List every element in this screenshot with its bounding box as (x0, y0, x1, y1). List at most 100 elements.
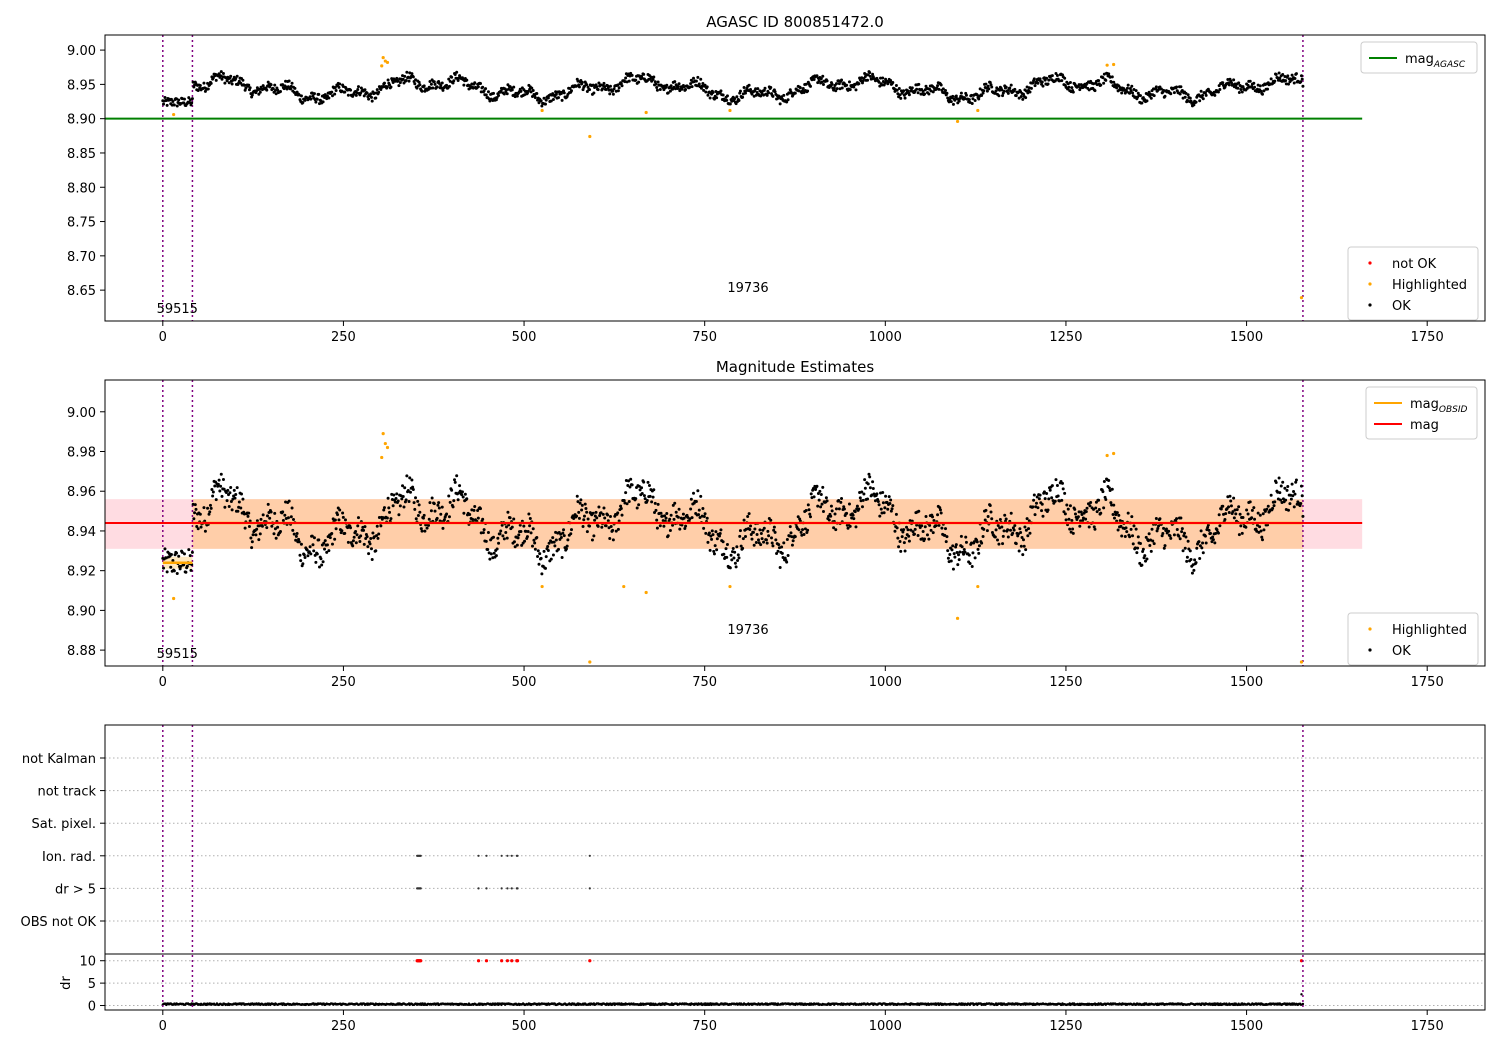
y-tick-label: 8.70 (67, 250, 96, 265)
ok-point (346, 93, 350, 97)
ok-point (382, 508, 386, 512)
ok-point (233, 496, 237, 500)
ok-point (854, 88, 858, 92)
ok-point (1218, 87, 1222, 91)
legend-label-subscript: OBSID (1439, 405, 1468, 415)
ok-point (957, 553, 961, 557)
ok-point (791, 539, 795, 543)
ok-point (544, 98, 548, 102)
ok-point (221, 478, 225, 482)
ok-point (1111, 513, 1115, 517)
ok-point (1194, 561, 1198, 565)
ok-point (1062, 510, 1066, 514)
ok-point (302, 553, 306, 557)
ok-point (299, 94, 303, 98)
ok-point (515, 94, 519, 98)
dr-point (1300, 993, 1303, 996)
dr-outlier-point (476, 959, 481, 963)
ok-point (668, 517, 672, 521)
ok-point (735, 545, 739, 549)
ok-point (674, 510, 678, 514)
ok-point (957, 558, 961, 562)
ok-point (337, 518, 341, 522)
ok-point (243, 526, 247, 530)
ok-point (1281, 497, 1285, 501)
dr-outlier-point (510, 959, 514, 963)
ok-point (986, 84, 990, 88)
flag-point (588, 887, 591, 890)
ok-point (809, 492, 813, 496)
ok-point (970, 541, 974, 545)
ok-point (595, 516, 599, 520)
ok-point (1008, 528, 1012, 532)
ok-point (1194, 100, 1198, 104)
ok-point (1034, 501, 1038, 505)
ok-point (1132, 524, 1136, 528)
ok-point (851, 513, 855, 517)
ok-point (990, 85, 994, 89)
ok-point (1195, 546, 1199, 550)
ok-point (196, 527, 200, 531)
ok-point (1045, 491, 1049, 495)
ok-point (234, 493, 238, 497)
ok-point (702, 88, 706, 92)
flag-point (1300, 854, 1303, 857)
ok-point (1134, 527, 1138, 531)
ok-point (1126, 83, 1130, 87)
ok-point (385, 85, 389, 89)
ok-point (286, 516, 290, 520)
highlighted-point (381, 56, 385, 60)
ok-point (338, 82, 342, 86)
ok-point (725, 94, 729, 98)
ok-point (1004, 85, 1008, 89)
ok-point (710, 529, 714, 533)
x-tick-label: 1250 (1049, 330, 1082, 345)
ok-point (377, 516, 381, 520)
ok-point (877, 503, 881, 507)
ok-point (450, 75, 454, 79)
ok-point (321, 100, 325, 104)
ok-point (692, 76, 696, 80)
ok-point (1123, 535, 1127, 539)
ok-point (697, 82, 701, 86)
x-tick-label: 1500 (1230, 330, 1263, 345)
ok-point (912, 532, 916, 536)
ok-point (1162, 546, 1166, 550)
flag-category-label: Ion. rad. (42, 850, 96, 865)
ok-point (456, 498, 460, 502)
ok-point (398, 504, 402, 508)
ok-point (294, 534, 298, 538)
ok-point (445, 83, 449, 87)
ok-point (881, 76, 885, 80)
ok-point (733, 97, 737, 101)
ok-point (1140, 101, 1144, 105)
ok-point (1299, 80, 1303, 84)
ok-point (1199, 529, 1203, 533)
ok-point (314, 560, 318, 564)
ok-point (1216, 90, 1220, 94)
ok-point (936, 84, 940, 88)
ok-point (391, 504, 395, 508)
ok-point (956, 563, 960, 567)
ok-point (248, 86, 252, 90)
ok-point (312, 92, 316, 96)
ok-point (989, 510, 993, 514)
ok-point (796, 515, 800, 519)
ok-point (617, 519, 621, 523)
ok-point (1301, 514, 1305, 518)
ok-point (1252, 81, 1256, 85)
ok-point (494, 554, 498, 558)
ok-point (785, 538, 789, 542)
x-tick-label: 750 (692, 675, 717, 690)
ok-point (1292, 505, 1296, 509)
ok-point (960, 545, 964, 549)
ok-point (562, 91, 566, 95)
ok-point (442, 518, 446, 522)
ok-point (902, 541, 906, 545)
ok-point (759, 531, 763, 535)
ok-point (866, 482, 870, 486)
ok-point (259, 517, 263, 521)
ok-point (647, 483, 651, 487)
ok-point (944, 540, 948, 544)
ok-point (543, 566, 547, 570)
